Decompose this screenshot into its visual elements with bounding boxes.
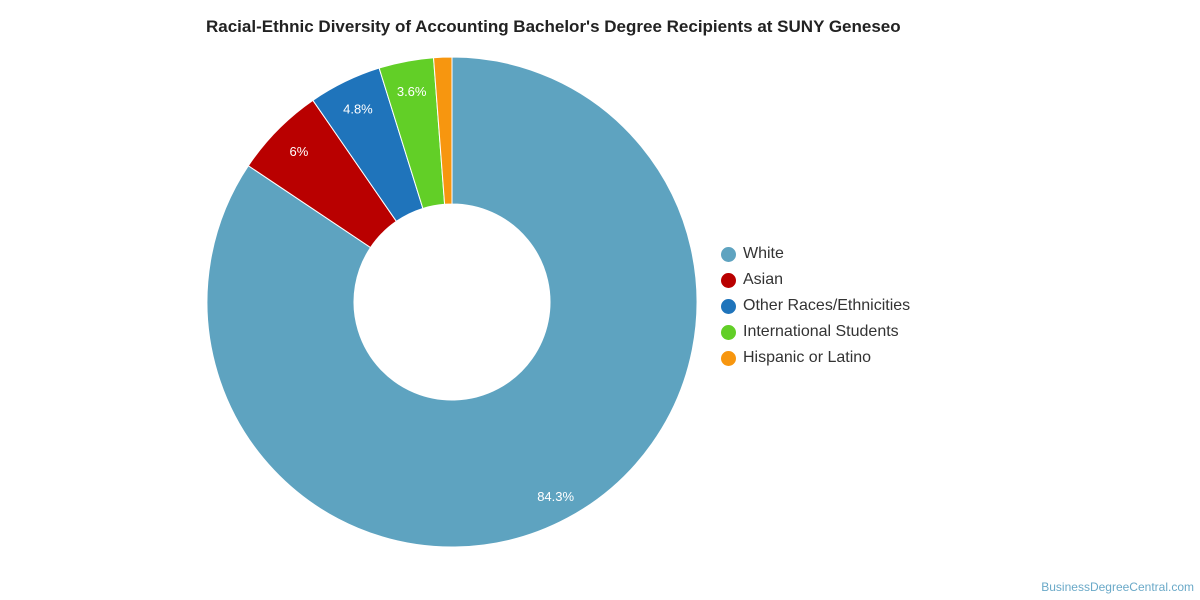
legend-swatch-other-races [721, 298, 736, 314]
legend-label-hispanic: Hispanic or Latino [743, 349, 872, 366]
legend-label-white: White [743, 245, 784, 262]
chart-legend: White Asian Other Races/Ethnicities Inte… [721, 241, 910, 371]
legend-label-asian: Asian [743, 271, 784, 288]
legend-item-white[interactable]: White [721, 241, 910, 267]
slice-label-international: 3.6% [397, 84, 427, 99]
slice-label-white: 84.3% [537, 489, 574, 504]
legend-swatch-asian [721, 272, 736, 288]
source-credit[interactable]: BusinessDegreeCentral.com [1041, 580, 1194, 594]
legend-swatch-white [721, 246, 736, 262]
legend-swatch-hispanic [721, 350, 736, 366]
legend-swatch-international [721, 324, 736, 340]
legend-label-international: International Students [743, 323, 899, 340]
slice-label-asian: 6% [290, 144, 309, 159]
donut-chart: 84.3% 6% 4.8% 3.6% [206, 56, 698, 548]
legend-item-international[interactable]: International Students [721, 319, 910, 345]
legend-item-asian[interactable]: Asian [721, 267, 910, 293]
legend-item-other-races[interactable]: Other Races/Ethnicities [721, 293, 910, 319]
slice-white[interactable] [206, 56, 698, 548]
legend-label-other-races: Other Races/Ethnicities [743, 297, 911, 314]
slice-label-other-races: 4.8% [343, 102, 373, 117]
legend-item-hispanic[interactable]: Hispanic or Latino [721, 345, 910, 371]
slice-hispanic[interactable] [432, 56, 453, 205]
chart-title: Racial-Ethnic Diversity of Accounting Ba… [206, 17, 901, 36]
